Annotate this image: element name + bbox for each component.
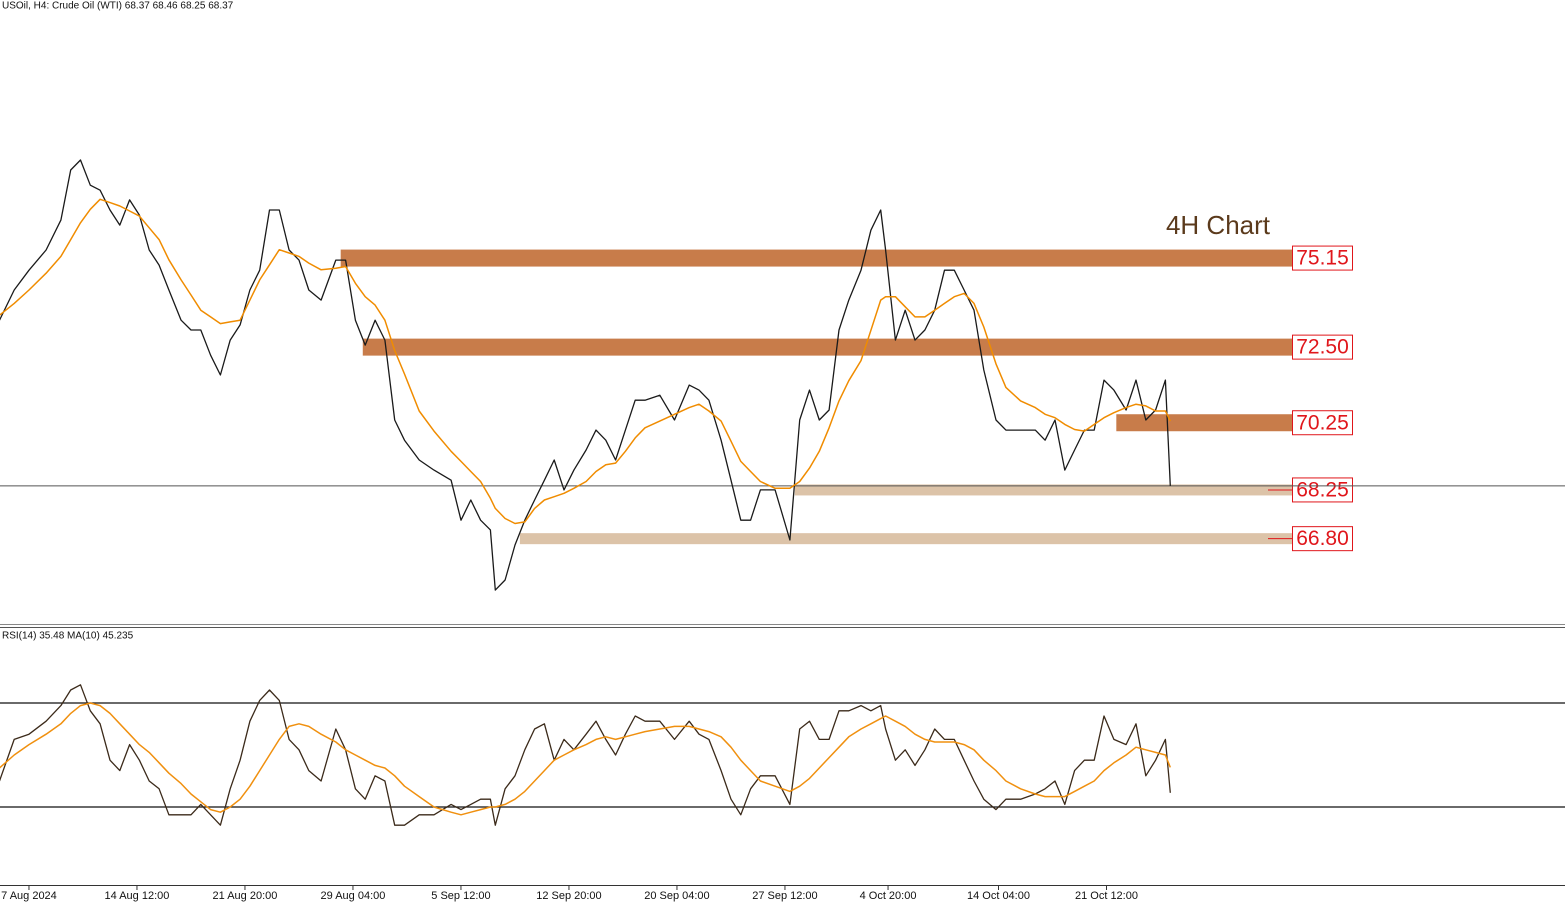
zone-label-box <box>1292 477 1353 503</box>
x-tick-label: 5 Sep 12:00 <box>431 890 490 902</box>
x-tick-label: 27 Sep 12:00 <box>752 890 817 902</box>
zone-label-box <box>1292 410 1353 436</box>
zone-band <box>362 338 1293 356</box>
zone-label-box <box>1292 245 1353 271</box>
zone-label: 66.80 <box>1296 527 1349 550</box>
x-tick-label: 21 Aug 20:00 <box>213 890 278 902</box>
x-tick-label: 14 Aug 12:00 <box>105 890 170 902</box>
chart-title: USOil, H4: Crude Oil (WTI) 68.37 68.46 6… <box>2 1 234 12</box>
x-tick-label: 20 Sep 04:00 <box>644 890 709 902</box>
x-tick-label: 7 Aug 2024 <box>1 890 57 902</box>
zone-label: 72.50 <box>1296 336 1349 359</box>
zone-band <box>1116 414 1292 432</box>
zone-band <box>519 533 1292 545</box>
zone-band <box>340 249 1292 267</box>
x-tick-label: 4 Oct 20:00 <box>860 890 917 902</box>
zone-label: 68.25 <box>1296 478 1349 501</box>
series-line <box>0 684 1171 826</box>
ma-line <box>0 198 1171 525</box>
zone-label: 75.15 <box>1296 247 1349 270</box>
ma-line <box>0 702 1171 816</box>
zone-band <box>794 484 1292 496</box>
x-tick-label: 21 Oct 12:00 <box>1075 890 1138 902</box>
zone-label: 70.25 <box>1296 411 1349 434</box>
series-line <box>0 159 1171 591</box>
annotation: 4H Chart <box>1166 210 1271 240</box>
x-tick-label: 12 Sep 20:00 <box>536 890 601 902</box>
x-tick-label: 14 Oct 04:00 <box>967 890 1030 902</box>
zone-label-box <box>1292 526 1353 552</box>
x-tick-label: 29 Aug 04:00 <box>321 890 386 902</box>
indicator-title: RSI(14) 35.48 MA(10) 45.235 <box>2 631 134 642</box>
zone-label-box <box>1292 334 1353 360</box>
